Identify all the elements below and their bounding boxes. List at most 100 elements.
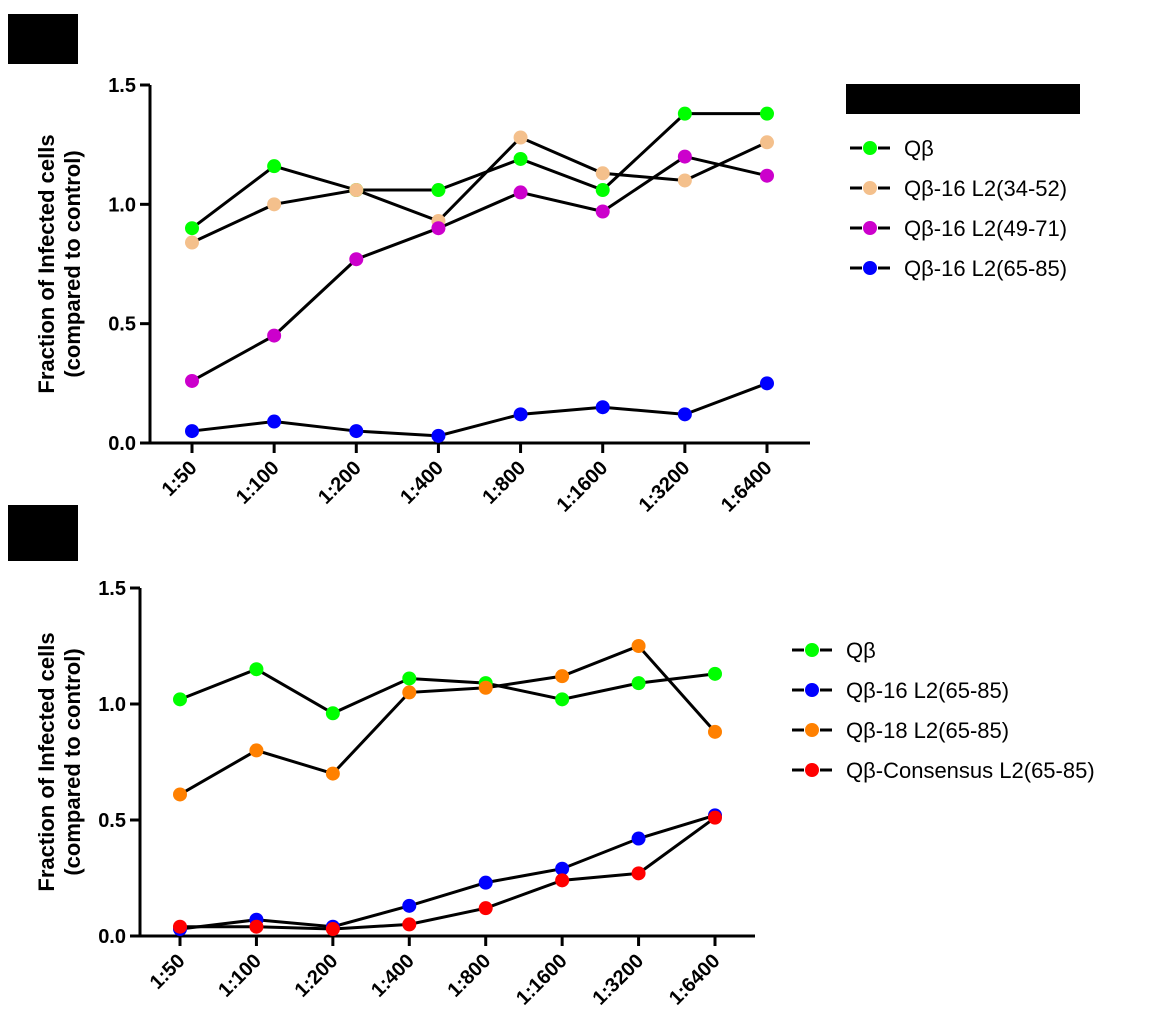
y-tick-label: 1.0 (98, 694, 126, 716)
x-tick-label: 1:800 (478, 457, 530, 509)
x-tick-label: 1:400 (367, 950, 419, 1002)
legend-marker (805, 643, 819, 657)
chart-panel-2: 0.0 0.5 1.0 1.5 1:50 1:100 1:200 1:400 1:800 1:16… (8, 505, 1095, 1010)
data-point (325, 706, 340, 721)
data-point (478, 901, 493, 916)
data-point (185, 373, 199, 388)
legend-header-box (846, 84, 1080, 114)
data-point (595, 400, 610, 415)
data-point (677, 106, 692, 121)
data-point (555, 873, 570, 888)
data-point (631, 831, 646, 846)
data-point (349, 424, 364, 439)
data-point (677, 407, 692, 422)
x-tick-label: 1:3200 (635, 457, 695, 517)
legend-label: Qβ (904, 136, 934, 161)
y-tick-label: 0.0 (98, 926, 126, 948)
legend-marker (863, 261, 877, 275)
series-line-1 (179, 667, 716, 715)
panel-label-box (8, 14, 78, 64)
x-tick-label: 1:100 (214, 950, 266, 1002)
data-point (555, 861, 570, 876)
data-point (402, 685, 417, 700)
data-point (267, 159, 282, 174)
data-point (631, 676, 646, 691)
legend-label: Qβ-18 L2(65-85) (846, 718, 1009, 743)
data-point (708, 666, 722, 681)
data-point (349, 252, 364, 267)
data-point (513, 407, 528, 422)
legend-marker (863, 181, 877, 195)
legend-marker (863, 221, 877, 235)
data-point (513, 130, 528, 145)
legend-label: Qβ-16 L2(65-85) (846, 678, 1009, 703)
x-tick-label: 1:1600 (553, 457, 613, 517)
legend-marker (805, 763, 819, 777)
data-point (267, 414, 282, 429)
x-tick-label: 1:800 (444, 950, 496, 1002)
y-axis-title-line: Fraction of Infected cells (34, 632, 59, 891)
data-point (249, 919, 264, 934)
series-line-4 (191, 381, 768, 438)
data-point (402, 671, 417, 686)
data-point (185, 221, 199, 236)
y-tick-label: 0.5 (108, 314, 136, 336)
data-point (173, 919, 187, 934)
data-point (513, 185, 528, 200)
legend-label: Qβ-16 L2(49-71) (904, 216, 1067, 241)
data-point (431, 428, 446, 443)
data-point (708, 810, 722, 825)
data-point (267, 197, 282, 212)
x-tick-label: 1:3200 (589, 950, 649, 1010)
x-tick-label: 1:50 (146, 950, 190, 994)
data-point (185, 424, 199, 439)
data-point (555, 692, 570, 707)
x-tick-label: 1:50 (158, 457, 202, 501)
data-point (402, 917, 417, 932)
data-point (513, 151, 528, 166)
series-line-2 (191, 135, 768, 244)
x-tick-label: 1:6400 (665, 950, 725, 1010)
x-tick-label: 1:400 (396, 457, 448, 509)
data-point (325, 766, 340, 781)
data-point (595, 204, 610, 219)
data-point (478, 875, 493, 890)
data-point (677, 173, 692, 188)
data-point (431, 221, 446, 236)
x-tick-label: 1:100 (232, 457, 284, 509)
data-point (267, 328, 282, 343)
series-line-3 (191, 154, 768, 383)
data-point (760, 168, 774, 183)
data-point (760, 376, 774, 391)
data-point (595, 166, 610, 181)
data-point (349, 183, 364, 198)
x-tick-label: 1:200 (291, 950, 343, 1002)
y-tick-label: 0.0 (108, 433, 136, 455)
legend-label: Qβ-Consensus L2(65-85) (846, 758, 1095, 783)
legend-marker (805, 683, 819, 697)
data-point (677, 149, 692, 164)
data-point (760, 106, 774, 121)
data-point (173, 692, 187, 707)
x-tick-label: 1:200 (314, 457, 366, 509)
series-line-2 (179, 813, 716, 931)
data-point (708, 724, 722, 739)
data-point (478, 680, 493, 695)
y-tick-label: 1.5 (108, 75, 136, 97)
legend-marker (863, 141, 877, 155)
data-point (631, 639, 646, 653)
data-point (595, 183, 610, 198)
legend-label: Qβ (846, 638, 876, 663)
data-point (249, 662, 264, 677)
y-axis-title-line: (compared to control) (60, 648, 85, 875)
data-point (185, 235, 199, 250)
data-point (173, 787, 187, 802)
series-line-1 (191, 112, 767, 230)
panel-label-box (8, 505, 78, 561)
series-line-4 (180, 816, 716, 931)
data-point (402, 898, 417, 913)
y-axis-title-line: Fraction of Infected cells (34, 134, 59, 393)
y-axis-title: Fraction of Infected cells(compared to c… (34, 632, 85, 891)
series-line-3 (179, 644, 717, 796)
